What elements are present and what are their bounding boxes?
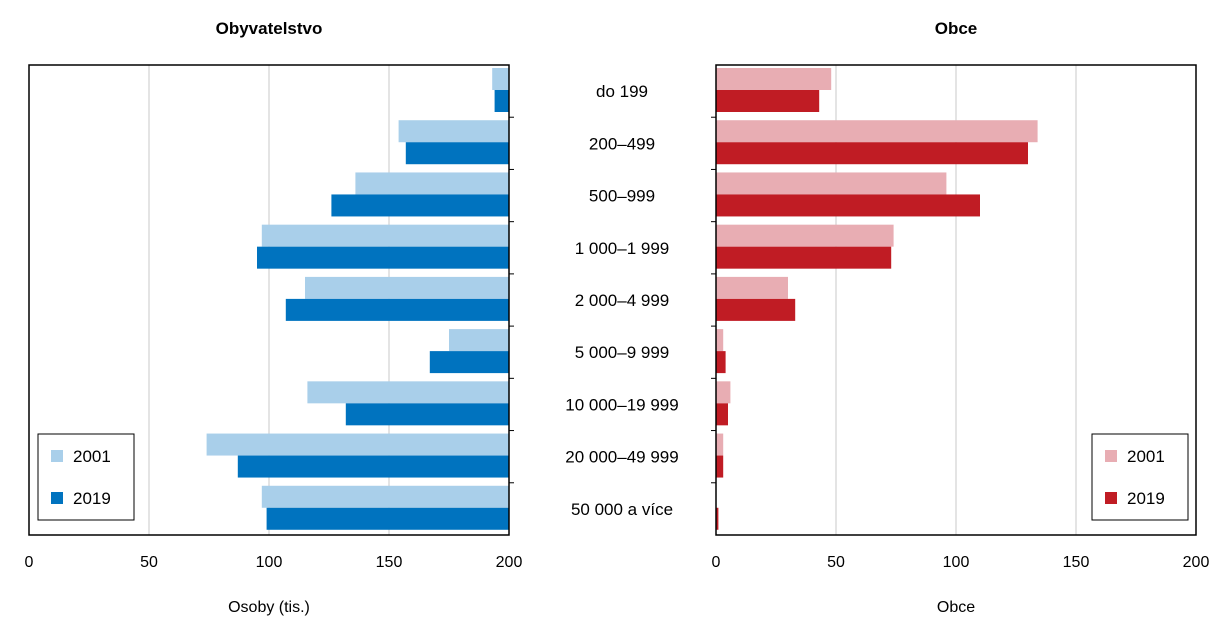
- x-tick-label: 0: [25, 554, 34, 571]
- bar-2001-5: [716, 329, 724, 352]
- municipalities-panel: 0 50 100 150 200 Obce Obce 2001 2019: [711, 19, 1209, 616]
- bar-2019-6: [716, 403, 728, 426]
- bar-2001-7: [716, 433, 724, 456]
- bar-2001-3: [261, 224, 509, 247]
- legend-swatch: [51, 450, 63, 462]
- bar-2001-1: [716, 120, 1038, 143]
- legend: 2001 2019: [37, 433, 135, 521]
- bar-2001-0: [716, 68, 832, 90]
- category-label: 10 000–19 999: [565, 395, 678, 414]
- x-tick-label: 100: [943, 554, 970, 571]
- bar-2001-4: [305, 276, 509, 299]
- bar-2019-5: [716, 351, 726, 374]
- bar-2019-2: [331, 194, 509, 217]
- category-label: 500–999: [589, 187, 655, 206]
- bar-2001-8: [261, 485, 509, 508]
- legend-box: [37, 433, 135, 521]
- category-label: do 199: [596, 82, 648, 101]
- bar-2019-0: [716, 90, 820, 112]
- x-tick-label: 100: [256, 554, 283, 571]
- bar-2019-2: [716, 194, 980, 217]
- x-tick-label: 50: [140, 554, 158, 571]
- x-tick-label: 200: [496, 554, 523, 571]
- x-axis-label: Osoby (tis.): [228, 599, 310, 616]
- bar-2001-4: [716, 276, 788, 299]
- legend-swatch: [1105, 492, 1117, 504]
- bar-2001-3: [716, 224, 894, 247]
- bar-2019-4: [716, 298, 796, 321]
- x-tick-label: 150: [376, 554, 403, 571]
- legend-label: 2001: [73, 447, 111, 466]
- x-tick-label: 200: [1183, 554, 1210, 571]
- legend-label: 2019: [1127, 489, 1165, 508]
- bar-2019-0: [494, 90, 509, 112]
- legend: 2001 2019: [1091, 433, 1189, 521]
- legend-box: [1091, 433, 1189, 521]
- x-tick-label: 150: [1063, 554, 1090, 571]
- bar-2001-5: [449, 329, 509, 352]
- bar-2001-0: [492, 68, 509, 90]
- chart-title: Obce: [935, 19, 978, 38]
- category-labels: do 199 200–499 500–999 1 000–1 999 2 000–4 9…: [565, 82, 678, 519]
- population-panel: 200 150 100 50 0 Obyvatelstvo Osoby (tis.) 2001…: [25, 19, 523, 616]
- chart-title: Obyvatelstvo: [216, 19, 323, 38]
- bar-2001-6: [307, 381, 509, 404]
- bar-2019-3: [257, 246, 509, 269]
- bar-2001-1: [398, 120, 509, 143]
- bar-2019-3: [716, 246, 892, 269]
- bar-2019-6: [345, 403, 509, 426]
- x-axis-label: Obce: [937, 599, 975, 616]
- bar-2001-2: [716, 172, 947, 195]
- legend-swatch: [51, 492, 63, 504]
- category-label: 1 000–1 999: [575, 239, 670, 258]
- category-label: 2 000–4 999: [575, 291, 670, 310]
- bar-2001-6: [716, 381, 731, 404]
- legend-swatch: [1105, 450, 1117, 462]
- category-label: 5 000–9 999: [575, 343, 670, 362]
- x-tick-label: 0: [712, 554, 721, 571]
- bar-2019-7: [716, 455, 724, 478]
- bar-2019-8: [266, 507, 509, 530]
- legend-label: 2019: [73, 489, 111, 508]
- plot-frame: [28, 64, 510, 536]
- bar-2019-1: [405, 142, 509, 165]
- category-label: 50 000 a více: [571, 500, 673, 519]
- bar-2019-1: [716, 142, 1028, 165]
- bar-2001-7: [206, 433, 509, 456]
- plot-frame: [715, 64, 1197, 536]
- legend-label: 2001: [1127, 447, 1165, 466]
- bar-2019-4: [285, 298, 509, 321]
- x-tick-label: 50: [827, 554, 845, 571]
- bar-2001-2: [355, 172, 509, 195]
- bar-2019-8: [716, 507, 719, 530]
- bar-2019-5: [429, 351, 509, 374]
- bar-2019-7: [237, 455, 510, 478]
- category-label: 20 000–49 999: [565, 448, 678, 467]
- category-label: 200–499: [589, 134, 655, 153]
